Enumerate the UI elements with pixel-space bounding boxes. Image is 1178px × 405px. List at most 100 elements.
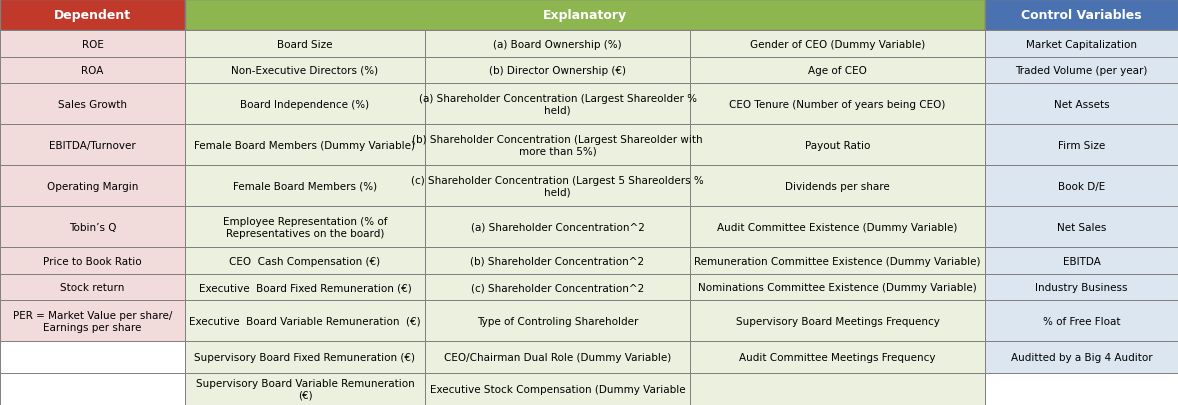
Bar bbox=[425, 373, 690, 405]
Text: Type of Controling Shareholder: Type of Controling Shareholder bbox=[477, 316, 638, 326]
Bar bbox=[690, 248, 985, 274]
Text: Tobin’s Q: Tobin’s Q bbox=[68, 222, 117, 232]
Text: Operating Margin: Operating Margin bbox=[47, 181, 138, 192]
Bar bbox=[425, 31, 690, 58]
Bar bbox=[425, 274, 690, 301]
Text: Supervisory Board Meetings Frequency: Supervisory Board Meetings Frequency bbox=[735, 316, 939, 326]
Text: Firm Size: Firm Size bbox=[1058, 141, 1105, 150]
Text: Price to Book Ratio: Price to Book Ratio bbox=[44, 256, 141, 266]
Text: Stock return: Stock return bbox=[60, 282, 125, 292]
Text: (b) Shareholder Concentration (Largest Shareolder with
more than 5%): (b) Shareholder Concentration (Largest S… bbox=[412, 135, 703, 156]
Text: CEO/Chairman Dual Role (Dummy Variable): CEO/Chairman Dual Role (Dummy Variable) bbox=[444, 352, 671, 362]
Bar bbox=[985, 248, 1178, 274]
Bar bbox=[0, 31, 185, 58]
Text: Nominations Committee Existence (Dummy Variable): Nominations Committee Existence (Dummy V… bbox=[699, 282, 977, 292]
Bar bbox=[425, 248, 690, 274]
Text: Executive Stock Compensation (Dummy Variable: Executive Stock Compensation (Dummy Vari… bbox=[430, 384, 686, 394]
Text: Remuneration Committee Existence (Dummy Variable): Remuneration Committee Existence (Dummy … bbox=[694, 256, 981, 266]
Bar bbox=[690, 341, 985, 373]
Bar bbox=[985, 0, 1178, 31]
Bar bbox=[985, 207, 1178, 248]
Text: Executive  Board Fixed Remuneration (€): Executive Board Fixed Remuneration (€) bbox=[199, 282, 411, 292]
Bar bbox=[185, 373, 425, 405]
Text: Payout Ratio: Payout Ratio bbox=[805, 141, 871, 150]
Text: Employee Representation (% of
Representatives on the board): Employee Representation (% of Representa… bbox=[223, 217, 388, 238]
Bar bbox=[985, 58, 1178, 84]
Bar bbox=[690, 274, 985, 301]
Text: Age of CEO: Age of CEO bbox=[808, 66, 867, 76]
Text: (a) Shareholder Concentration^2: (a) Shareholder Concentration^2 bbox=[470, 222, 644, 232]
Text: CEO  Cash Compensation (€): CEO Cash Compensation (€) bbox=[230, 256, 380, 266]
Text: Audit Committee Existence (Dummy Variable): Audit Committee Existence (Dummy Variabl… bbox=[717, 222, 958, 232]
Bar bbox=[690, 58, 985, 84]
Bar bbox=[185, 166, 425, 207]
Text: Board Size: Board Size bbox=[277, 39, 332, 49]
Bar bbox=[425, 58, 690, 84]
Text: CEO Tenure (Number of years being CEO): CEO Tenure (Number of years being CEO) bbox=[729, 100, 946, 109]
Text: % of Free Float: % of Free Float bbox=[1043, 316, 1120, 326]
Bar bbox=[690, 166, 985, 207]
Bar bbox=[185, 248, 425, 274]
Text: (c) Shareholder Concentration (Largest 5 Shareolders %
held): (c) Shareholder Concentration (Largest 5… bbox=[411, 176, 704, 197]
Bar bbox=[185, 301, 425, 341]
Text: Auditted by a Big 4 Auditor: Auditted by a Big 4 Auditor bbox=[1011, 352, 1152, 362]
Text: Industry Business: Industry Business bbox=[1035, 282, 1127, 292]
Bar bbox=[0, 58, 185, 84]
Bar bbox=[425, 166, 690, 207]
Text: (b) Director Ownership (€): (b) Director Ownership (€) bbox=[489, 66, 626, 76]
Text: PER = Market Value per share/
Earnings per share: PER = Market Value per share/ Earnings p… bbox=[13, 310, 172, 332]
Text: Sales Growth: Sales Growth bbox=[58, 100, 127, 109]
Bar bbox=[985, 373, 1178, 405]
Bar bbox=[0, 341, 185, 373]
Bar bbox=[185, 341, 425, 373]
Text: Board Independence (%): Board Independence (%) bbox=[240, 100, 370, 109]
Bar bbox=[690, 125, 985, 166]
Bar bbox=[0, 84, 185, 125]
Bar bbox=[985, 125, 1178, 166]
Bar bbox=[425, 125, 690, 166]
Text: Female Board Members (%): Female Board Members (%) bbox=[233, 181, 377, 192]
Text: Dividends per share: Dividends per share bbox=[785, 181, 889, 192]
Bar bbox=[985, 31, 1178, 58]
Bar bbox=[985, 274, 1178, 301]
Text: Supervisory Board Fixed Remuneration (€): Supervisory Board Fixed Remuneration (€) bbox=[194, 352, 416, 362]
Text: (c) Shareholder Concentration^2: (c) Shareholder Concentration^2 bbox=[471, 282, 644, 292]
Bar bbox=[0, 207, 185, 248]
Text: Executive  Board Variable Remuneration  (€): Executive Board Variable Remuneration (€… bbox=[190, 316, 421, 326]
Text: ROA: ROA bbox=[81, 66, 104, 76]
Bar bbox=[425, 341, 690, 373]
Bar bbox=[0, 0, 185, 31]
Text: (a) Shareholder Concentration (Largest Shareolder %
held): (a) Shareholder Concentration (Largest S… bbox=[418, 94, 696, 115]
Bar bbox=[985, 84, 1178, 125]
Bar bbox=[185, 125, 425, 166]
Text: Audit Committee Meetings Frequency: Audit Committee Meetings Frequency bbox=[740, 352, 935, 362]
Text: Control Variables: Control Variables bbox=[1021, 9, 1141, 22]
Bar bbox=[0, 274, 185, 301]
Bar bbox=[985, 341, 1178, 373]
Bar bbox=[690, 373, 985, 405]
Text: Dependent: Dependent bbox=[54, 9, 131, 22]
Text: (a) Board Ownership (%): (a) Board Ownership (%) bbox=[494, 39, 622, 49]
Text: Traded Volume (per year): Traded Volume (per year) bbox=[1015, 66, 1147, 76]
Text: ROE: ROE bbox=[81, 39, 104, 49]
Bar bbox=[425, 84, 690, 125]
Bar bbox=[185, 207, 425, 248]
Bar bbox=[185, 274, 425, 301]
Bar bbox=[0, 373, 185, 405]
Text: Non-Executive Directors (%): Non-Executive Directors (%) bbox=[231, 66, 378, 76]
Bar bbox=[0, 166, 185, 207]
Text: Book D/E: Book D/E bbox=[1058, 181, 1105, 192]
Text: Supervisory Board Variable Remuneration
(€): Supervisory Board Variable Remuneration … bbox=[196, 378, 415, 400]
Bar bbox=[425, 301, 690, 341]
Bar bbox=[985, 166, 1178, 207]
Bar bbox=[985, 301, 1178, 341]
Bar bbox=[690, 301, 985, 341]
Bar bbox=[185, 31, 425, 58]
Text: (b) Shareholder Concentration^2: (b) Shareholder Concentration^2 bbox=[470, 256, 644, 266]
Bar bbox=[185, 0, 985, 31]
Bar bbox=[185, 84, 425, 125]
Text: Net Assets: Net Assets bbox=[1053, 100, 1110, 109]
Bar bbox=[425, 207, 690, 248]
Text: Net Sales: Net Sales bbox=[1057, 222, 1106, 232]
Text: Gender of CEO (Dummy Variable): Gender of CEO (Dummy Variable) bbox=[750, 39, 925, 49]
